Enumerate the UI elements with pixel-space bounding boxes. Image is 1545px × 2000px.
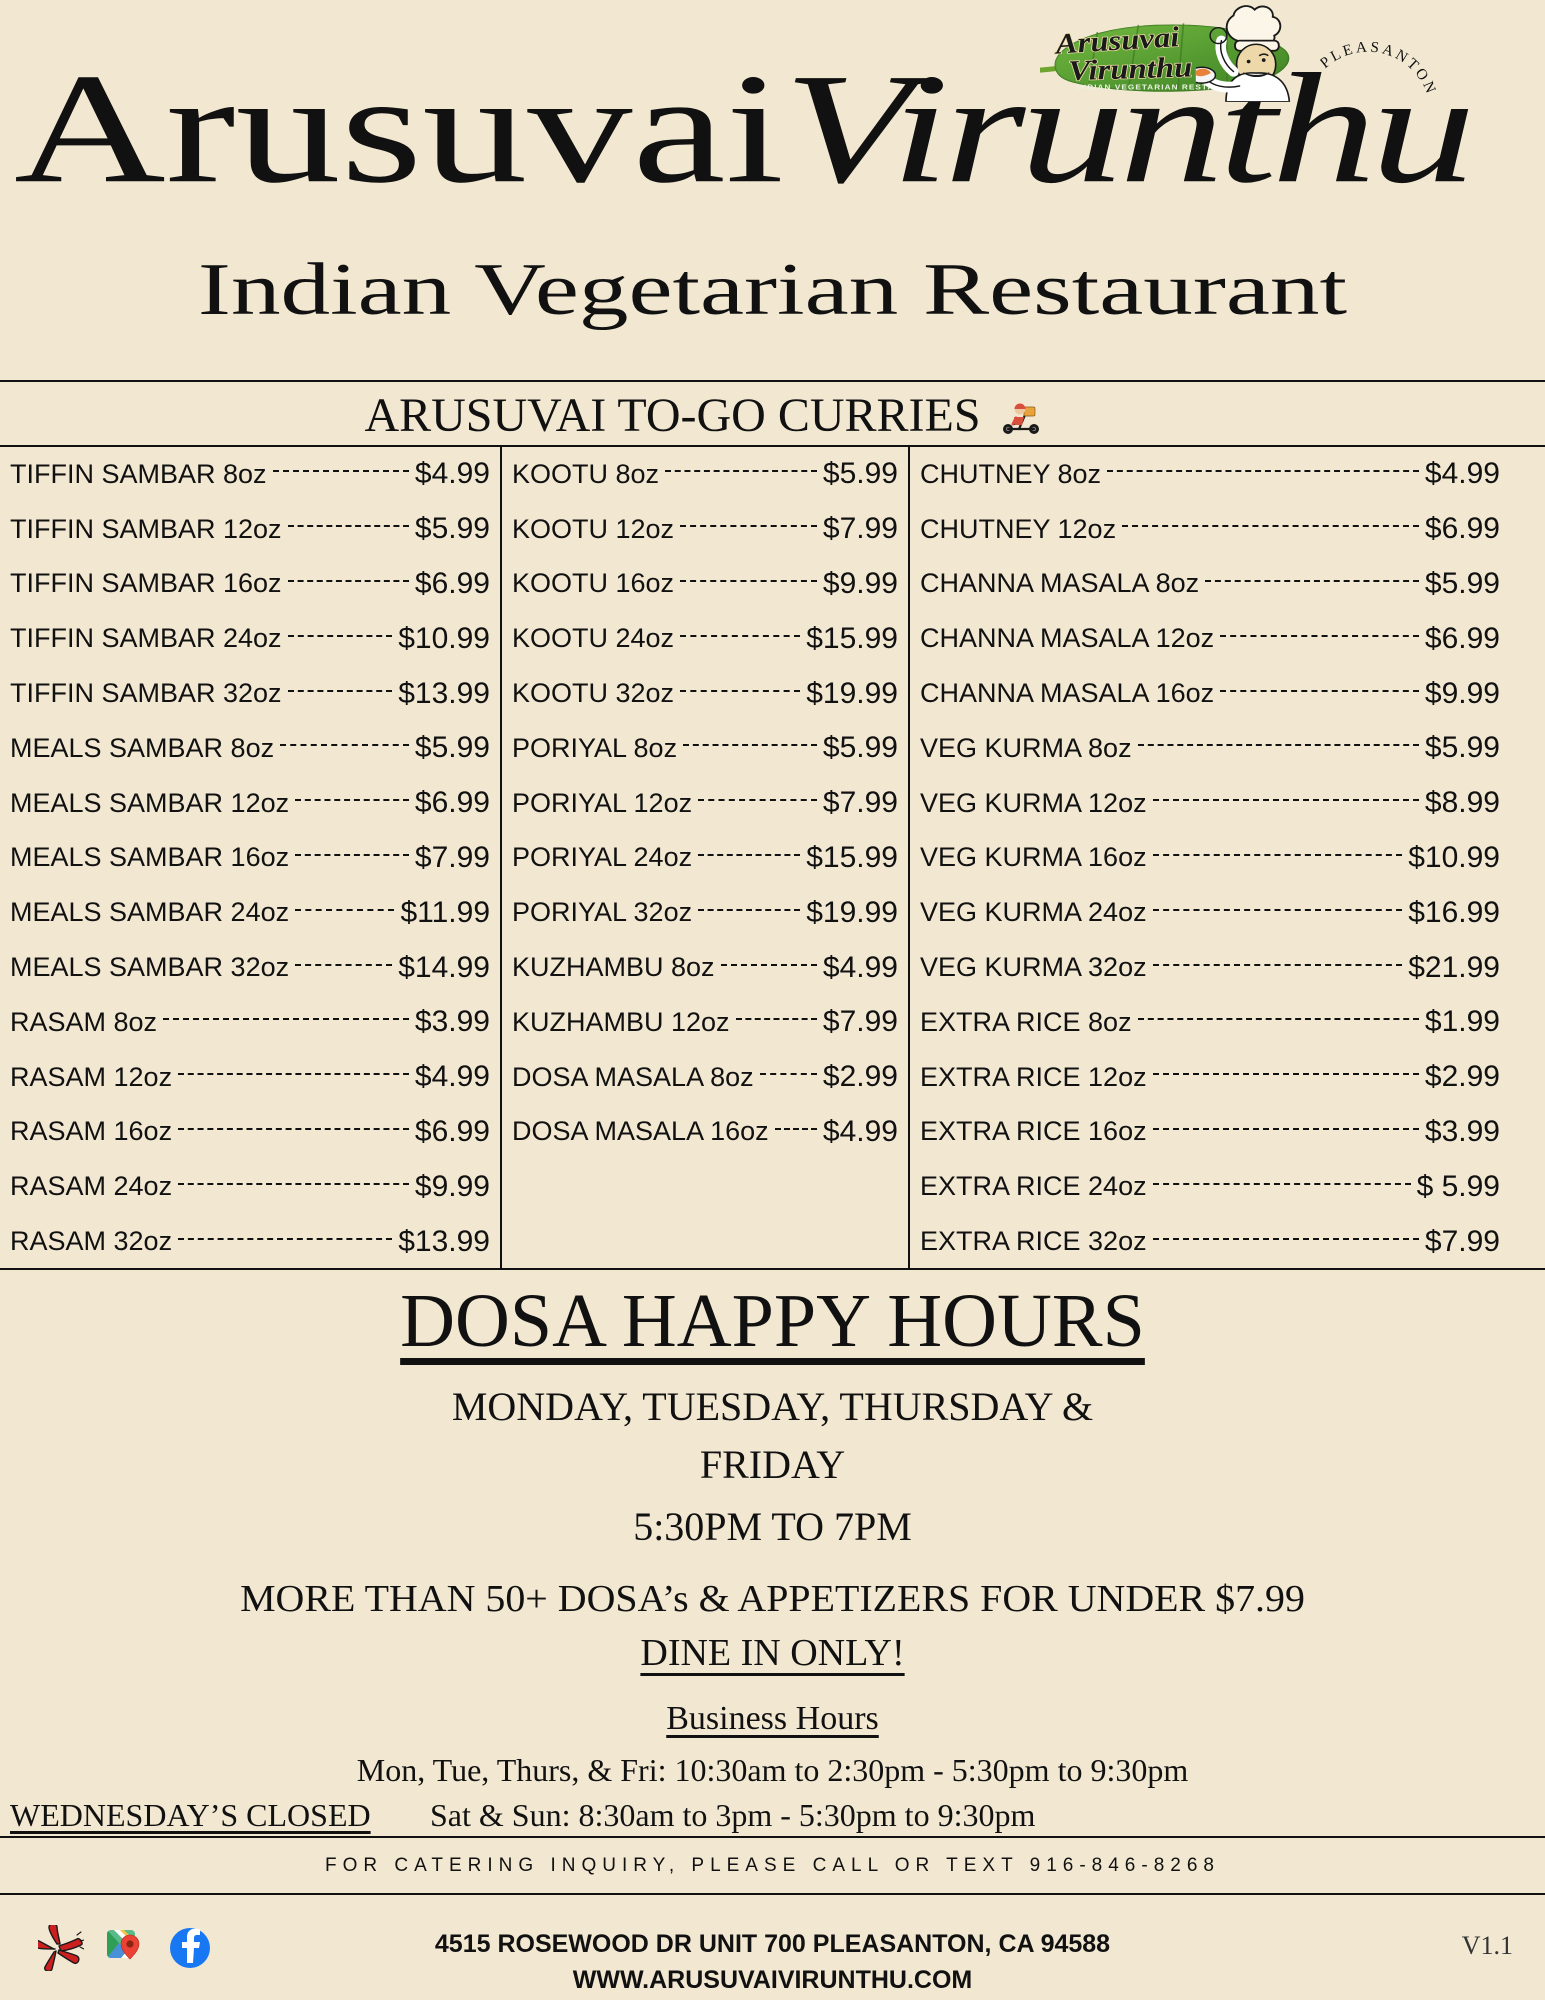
- svg-text:Virunthu: Virunthu: [1068, 51, 1193, 87]
- svg-text:PLEASANTON: PLEASANTON: [1320, 38, 1440, 98]
